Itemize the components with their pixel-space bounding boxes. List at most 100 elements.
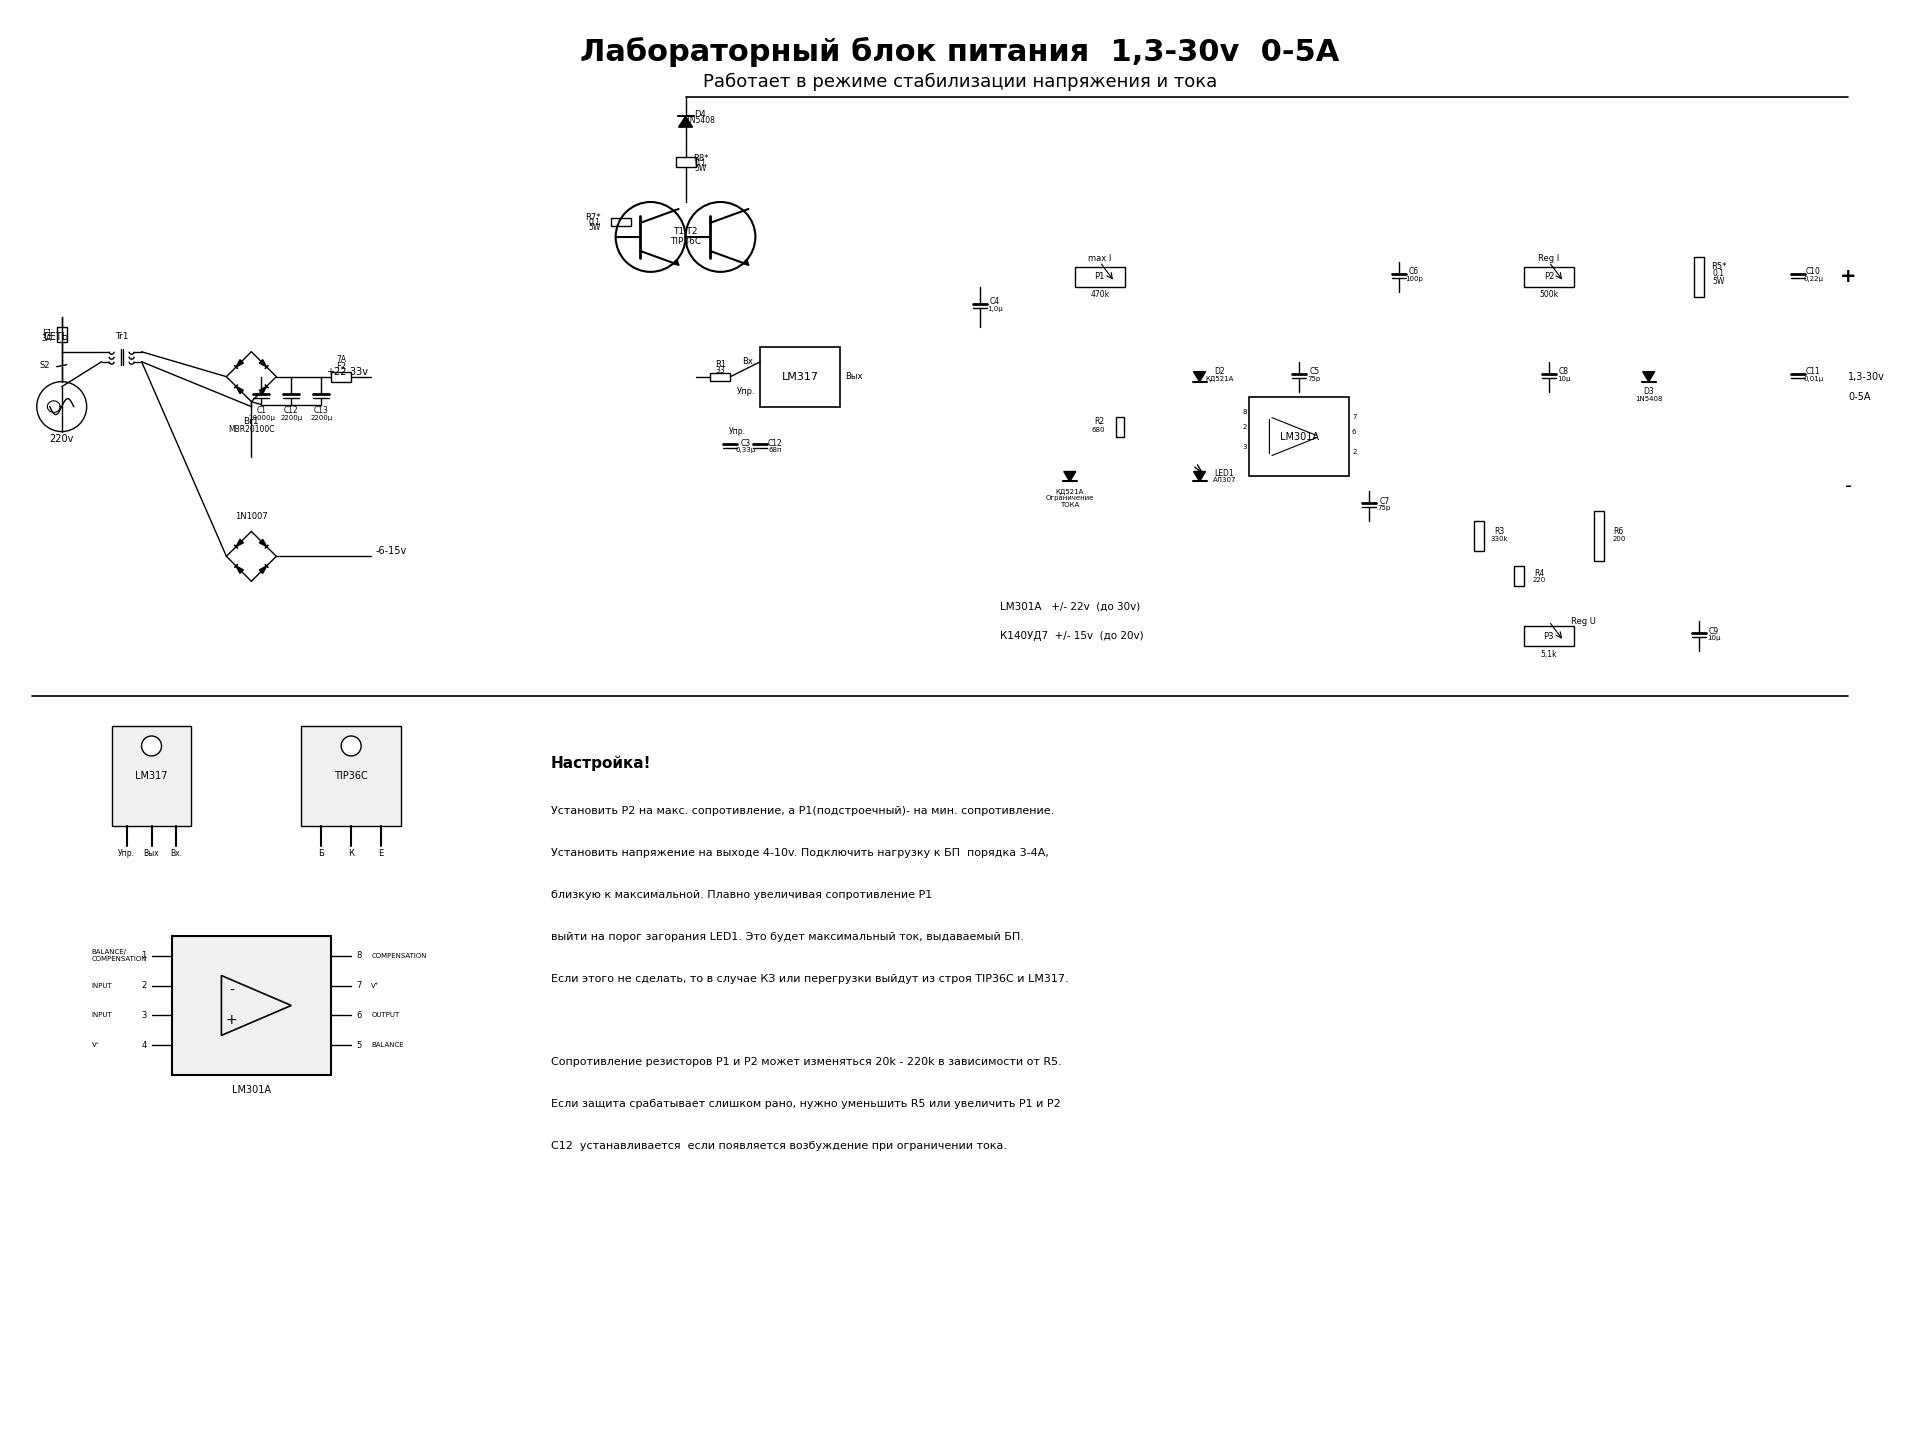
- Bar: [1524, 626, 1574, 646]
- Text: Tr1: Tr1: [115, 332, 129, 341]
- Text: C4: C4: [991, 297, 1000, 306]
- Polygon shape: [259, 360, 267, 367]
- Bar: [1250, 396, 1350, 476]
- Bar: [676, 157, 695, 167]
- Text: 1,3-30v: 1,3-30v: [1849, 371, 1885, 381]
- Text: 8: 8: [1242, 409, 1246, 415]
- Circle shape: [142, 735, 161, 756]
- Text: C1: C1: [257, 406, 267, 415]
- Text: 220v: 220v: [50, 434, 73, 444]
- Text: 2: 2: [1352, 448, 1356, 454]
- Text: Е: Е: [378, 849, 384, 858]
- Text: Работает в режиме стабилизации напряжения и тока: Работает в режиме стабилизации напряжени…: [703, 73, 1217, 92]
- Text: max I: max I: [1089, 255, 1112, 264]
- Text: 1N1007: 1N1007: [234, 513, 267, 521]
- Text: F1: F1: [42, 329, 52, 338]
- Bar: [332, 371, 351, 381]
- Bar: [611, 218, 630, 226]
- Bar: [710, 373, 730, 380]
- Text: 2200µ: 2200µ: [280, 415, 303, 421]
- Bar: [1075, 266, 1125, 287]
- Text: 1,0µ: 1,0µ: [987, 306, 1002, 312]
- Text: 100р: 100р: [1405, 275, 1423, 282]
- Text: 7: 7: [1352, 414, 1357, 419]
- Text: 500k: 500k: [1540, 290, 1559, 300]
- Text: КД521А: КД521А: [1056, 488, 1085, 495]
- Polygon shape: [743, 259, 749, 265]
- Text: D2: D2: [1213, 367, 1225, 376]
- Text: C12: C12: [768, 440, 783, 448]
- Text: BALANCE/
COMPENSATION: BALANCE/ COMPENSATION: [92, 949, 148, 962]
- Text: 0,1: 0,1: [589, 218, 601, 227]
- Text: близкую к максимальной. Плавно увеличивая сопротивление Р1: близкую к максимальной. Плавно увеличива…: [551, 890, 931, 900]
- Text: 3: 3: [142, 1010, 146, 1021]
- Text: +: +: [225, 1013, 238, 1028]
- Text: OUTPUT: OUTPUT: [371, 1012, 399, 1018]
- Text: Вых: Вых: [144, 849, 159, 858]
- Text: 680: 680: [1091, 427, 1104, 432]
- Polygon shape: [259, 566, 267, 574]
- Text: 5: 5: [355, 1041, 361, 1050]
- Text: 8: 8: [355, 951, 361, 960]
- Bar: [171, 936, 332, 1076]
- Text: КД521А: КД521А: [1206, 376, 1235, 381]
- Polygon shape: [1064, 472, 1075, 482]
- Text: К140УД7  +/- 15v  (до 20v): К140УД7 +/- 15v (до 20v): [1000, 630, 1144, 641]
- Text: Reg U: Reg U: [1571, 617, 1596, 626]
- Text: LED1: LED1: [1215, 469, 1235, 478]
- Text: C12: C12: [284, 406, 300, 415]
- Text: LM301A: LM301A: [232, 1085, 271, 1095]
- Text: ТОКА: ТОКА: [1060, 502, 1079, 508]
- Text: C3: C3: [741, 440, 751, 448]
- Text: BALANCE: BALANCE: [371, 1042, 403, 1048]
- Text: 2200µ: 2200µ: [311, 415, 332, 421]
- Text: COMPENSATION: COMPENSATION: [371, 952, 426, 958]
- Polygon shape: [1194, 371, 1206, 381]
- Bar: [1116, 416, 1123, 437]
- Text: -: -: [1845, 478, 1853, 496]
- Text: S2: S2: [38, 361, 50, 370]
- Text: C5: C5: [1309, 367, 1319, 376]
- Text: 5W: 5W: [588, 223, 601, 233]
- Text: 0,01µ: 0,01µ: [1803, 376, 1824, 381]
- Text: Упр.: Упр.: [737, 387, 755, 396]
- Text: 75p: 75p: [1308, 376, 1321, 381]
- Text: 10000µ: 10000µ: [248, 415, 275, 421]
- Text: 5W: 5W: [1713, 277, 1724, 287]
- Bar: [58, 326, 67, 342]
- Text: Если этого не сделать, то в случае КЗ или перегрузки выйдут из строя TIP36C и LM: Если этого не сделать, то в случае КЗ ил…: [551, 974, 1068, 984]
- Text: F2: F2: [336, 363, 346, 371]
- Text: 470k: 470k: [1091, 290, 1110, 300]
- Text: 4: 4: [142, 1041, 146, 1050]
- Bar: [1693, 256, 1703, 297]
- Polygon shape: [678, 116, 693, 127]
- Text: R5*: R5*: [1711, 262, 1726, 271]
- Text: -6-15v: -6-15v: [376, 546, 407, 556]
- Bar: [760, 347, 841, 406]
- Bar: [1515, 566, 1524, 587]
- Text: 0,1: 0,1: [1713, 269, 1724, 278]
- Text: Сопротивление резисторов Р1 и Р2 может изменяться 20k - 220k в зависимости от R5: Сопротивление резисторов Р1 и Р2 может и…: [551, 1057, 1062, 1067]
- Polygon shape: [236, 539, 244, 546]
- Text: C13: C13: [313, 406, 328, 415]
- Text: C7: C7: [1379, 496, 1390, 505]
- Text: MBR20100C: MBR20100C: [228, 425, 275, 434]
- Text: 7A: 7A: [336, 355, 346, 364]
- Text: Установить напряжение на выходе 4-10v. Подключить нагрузку к БП  порядка 3-4А,: Установить напряжение на выходе 4-10v. П…: [551, 847, 1048, 858]
- Bar: [1475, 521, 1484, 552]
- Text: LM317: LM317: [134, 770, 167, 780]
- Text: R6: R6: [1613, 527, 1624, 536]
- Text: C6: C6: [1409, 268, 1419, 277]
- Text: Если защита срабатывает слишком рано, нужно уменьшить R5 или увеличить Р1 и Р2: Если защита срабатывает слишком рано, ну…: [551, 1099, 1060, 1109]
- Text: Reg I: Reg I: [1538, 255, 1559, 264]
- Text: 75p: 75p: [1377, 505, 1390, 511]
- Text: 220: 220: [1532, 577, 1546, 584]
- Text: C8: C8: [1559, 367, 1569, 376]
- Text: 1N5408: 1N5408: [1636, 396, 1663, 402]
- Text: C9: C9: [1709, 626, 1718, 636]
- Text: 1N5408: 1N5408: [685, 115, 716, 125]
- Text: 0,22µ: 0,22µ: [1803, 275, 1824, 282]
- Text: 6: 6: [1352, 428, 1357, 434]
- Text: LM301A: LM301A: [1281, 431, 1319, 441]
- Text: К: К: [348, 849, 353, 858]
